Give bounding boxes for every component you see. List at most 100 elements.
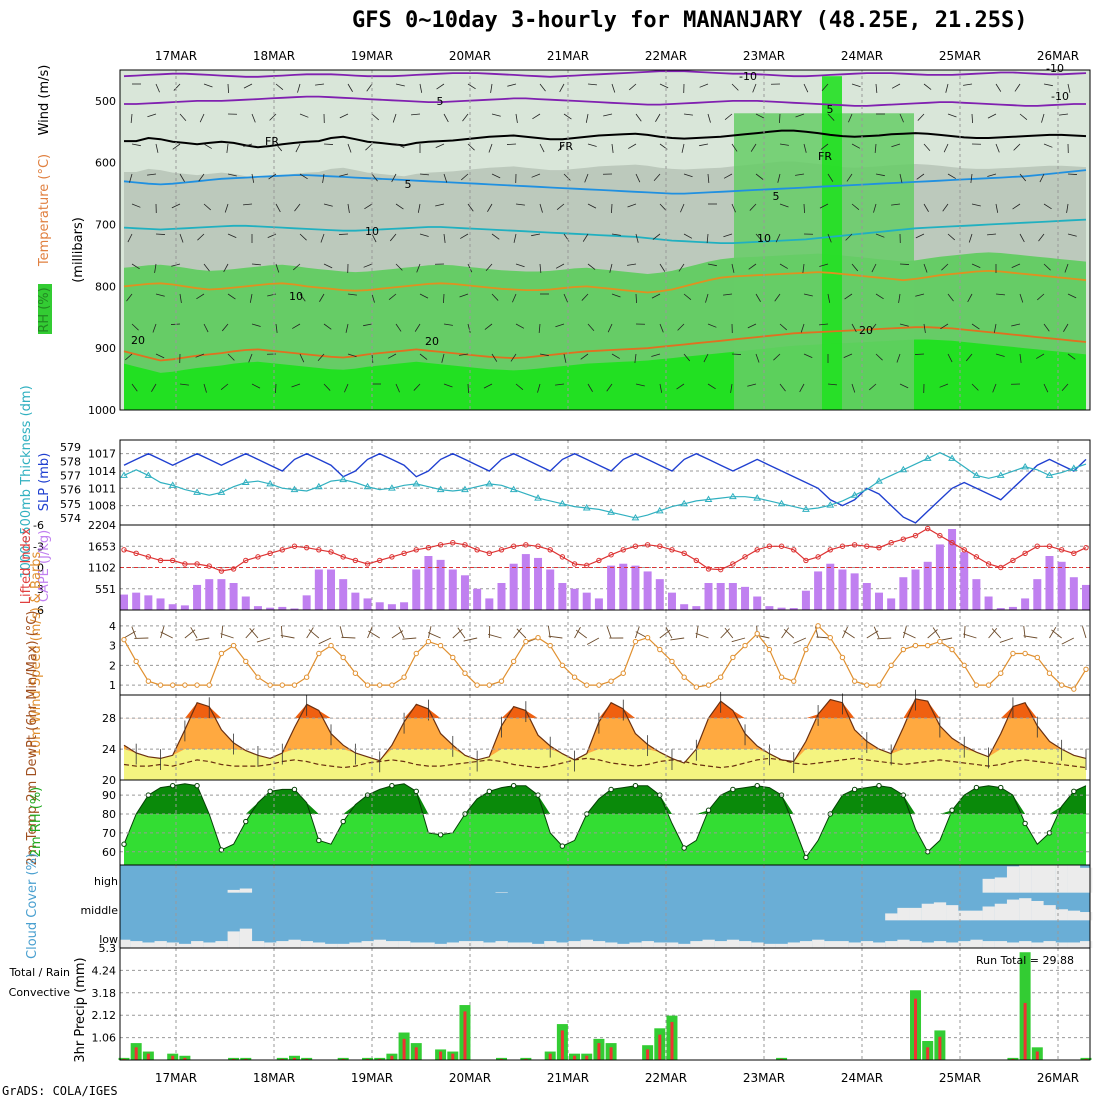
lifted-index-point <box>596 557 602 564</box>
wind-speed-point <box>1034 654 1040 661</box>
surface-wind-barb <box>220 633 234 639</box>
surface-wind-barb <box>160 626 165 639</box>
lifted-index-point <box>693 557 700 564</box>
cloud-low-bar <box>909 941 922 948</box>
wind-barb <box>291 383 301 388</box>
wind-barb <box>827 173 834 182</box>
lifted-index-point <box>998 564 1004 571</box>
surface-wind-barb <box>184 629 196 639</box>
lifted-index-point <box>218 568 225 574</box>
wind-barb <box>1067 233 1077 237</box>
wind-barb <box>923 323 926 333</box>
wind-speed-point <box>352 670 359 676</box>
precip-convective-bar <box>402 1038 406 1060</box>
wind-barb <box>131 203 141 208</box>
wind-barb <box>628 143 637 149</box>
wind-speed-point <box>596 682 602 688</box>
cloud-middle-bar <box>933 902 947 921</box>
wind-barb <box>747 323 757 329</box>
cape-bar <box>838 569 847 610</box>
wind-barb <box>460 173 469 181</box>
surface-wind-barb <box>131 626 137 639</box>
wind-barb <box>1043 383 1049 393</box>
lifted-index-point <box>510 543 517 549</box>
surface-wind-barb <box>843 630 855 639</box>
wind-barb <box>1019 113 1028 121</box>
wind-barb <box>124 353 133 361</box>
wind-barb <box>611 233 621 236</box>
wind-barb <box>777 173 781 183</box>
date-label-bottom: 21MAR <box>547 1071 589 1085</box>
rh-legend-swatch <box>38 284 52 334</box>
wind-speed-point <box>949 646 955 653</box>
surface-wind-barb <box>1082 626 1087 639</box>
surface-wind-barb <box>220 626 224 639</box>
cloud-low-bar <box>726 939 740 948</box>
cape-bar <box>716 583 725 610</box>
cape-bar <box>826 563 835 610</box>
cape-bar <box>874 592 883 610</box>
lifted-index-point <box>1083 544 1089 551</box>
date-label-top: 24MAR <box>841 49 883 63</box>
wind-barb <box>512 293 517 303</box>
wind-barb <box>587 323 595 332</box>
wind-barb <box>323 263 333 269</box>
precip-convective-bar <box>1011 1058 1015 1060</box>
cloud-middle-bar <box>1080 912 1093 921</box>
wind-barb <box>419 83 423 93</box>
cloud-low-bar <box>775 943 788 948</box>
wind-barb <box>995 353 1005 357</box>
wind-barb <box>317 353 325 362</box>
precip-convective-bar <box>1084 1058 1088 1060</box>
wind-barb <box>606 383 613 392</box>
thickness-axis-label: 1000~500mb Thickness (dm) <box>19 385 34 578</box>
cloud-low-bar <box>398 941 411 948</box>
date-label-bottom: 24MAR <box>841 1071 883 1085</box>
wind-barb <box>803 83 809 93</box>
wind-barb <box>506 143 517 145</box>
slp-tick-label: 1008 <box>88 500 116 513</box>
wind-barb <box>971 383 979 391</box>
wind-speed-point <box>1022 650 1028 657</box>
wind-barb <box>155 83 160 93</box>
lifted-index-point <box>584 562 590 569</box>
wind-barb <box>676 383 685 390</box>
wind-barb <box>443 233 446 243</box>
cape-bar <box>972 579 981 610</box>
wind-barb <box>971 113 973 124</box>
wind-barb <box>487 203 493 212</box>
wind-barb <box>1012 203 1021 210</box>
cape-bar <box>643 571 652 610</box>
wind-barb <box>851 83 861 88</box>
wind-barb <box>651 293 661 299</box>
wind-barb <box>435 143 445 148</box>
wind-barb <box>875 173 885 177</box>
wind-barb <box>531 173 541 178</box>
wind-speed-point <box>303 674 310 680</box>
wind-barb <box>987 233 997 236</box>
wind-barb <box>659 263 666 272</box>
wind-speed-point <box>182 682 188 688</box>
wind-barb <box>651 353 661 357</box>
surface-wind-barb <box>457 627 466 639</box>
precip-convective-bar <box>146 1053 150 1060</box>
precip-convective-bar <box>1035 1051 1039 1060</box>
rh2m-tick-label: 60 <box>102 846 116 859</box>
wind-barb <box>275 383 277 394</box>
wind-barb <box>582 233 589 242</box>
wind-speed-point <box>133 658 139 665</box>
wind-barb <box>731 353 742 355</box>
cloud-middle-bar <box>994 903 1008 921</box>
lifted-index-point <box>267 550 273 557</box>
wind-speed-point <box>206 682 212 688</box>
wind-barb <box>323 203 333 207</box>
cloud-middle-bar <box>885 913 898 921</box>
wind-barb <box>987 173 997 177</box>
cloud-low-bar <box>629 942 642 948</box>
wind-speed-point <box>377 682 383 688</box>
wind-speed-point <box>364 682 371 688</box>
cape-bar <box>911 569 920 610</box>
wind-barb <box>416 263 421 273</box>
date-label-top: 20MAR <box>449 49 491 63</box>
wind-speed-point <box>681 674 687 680</box>
